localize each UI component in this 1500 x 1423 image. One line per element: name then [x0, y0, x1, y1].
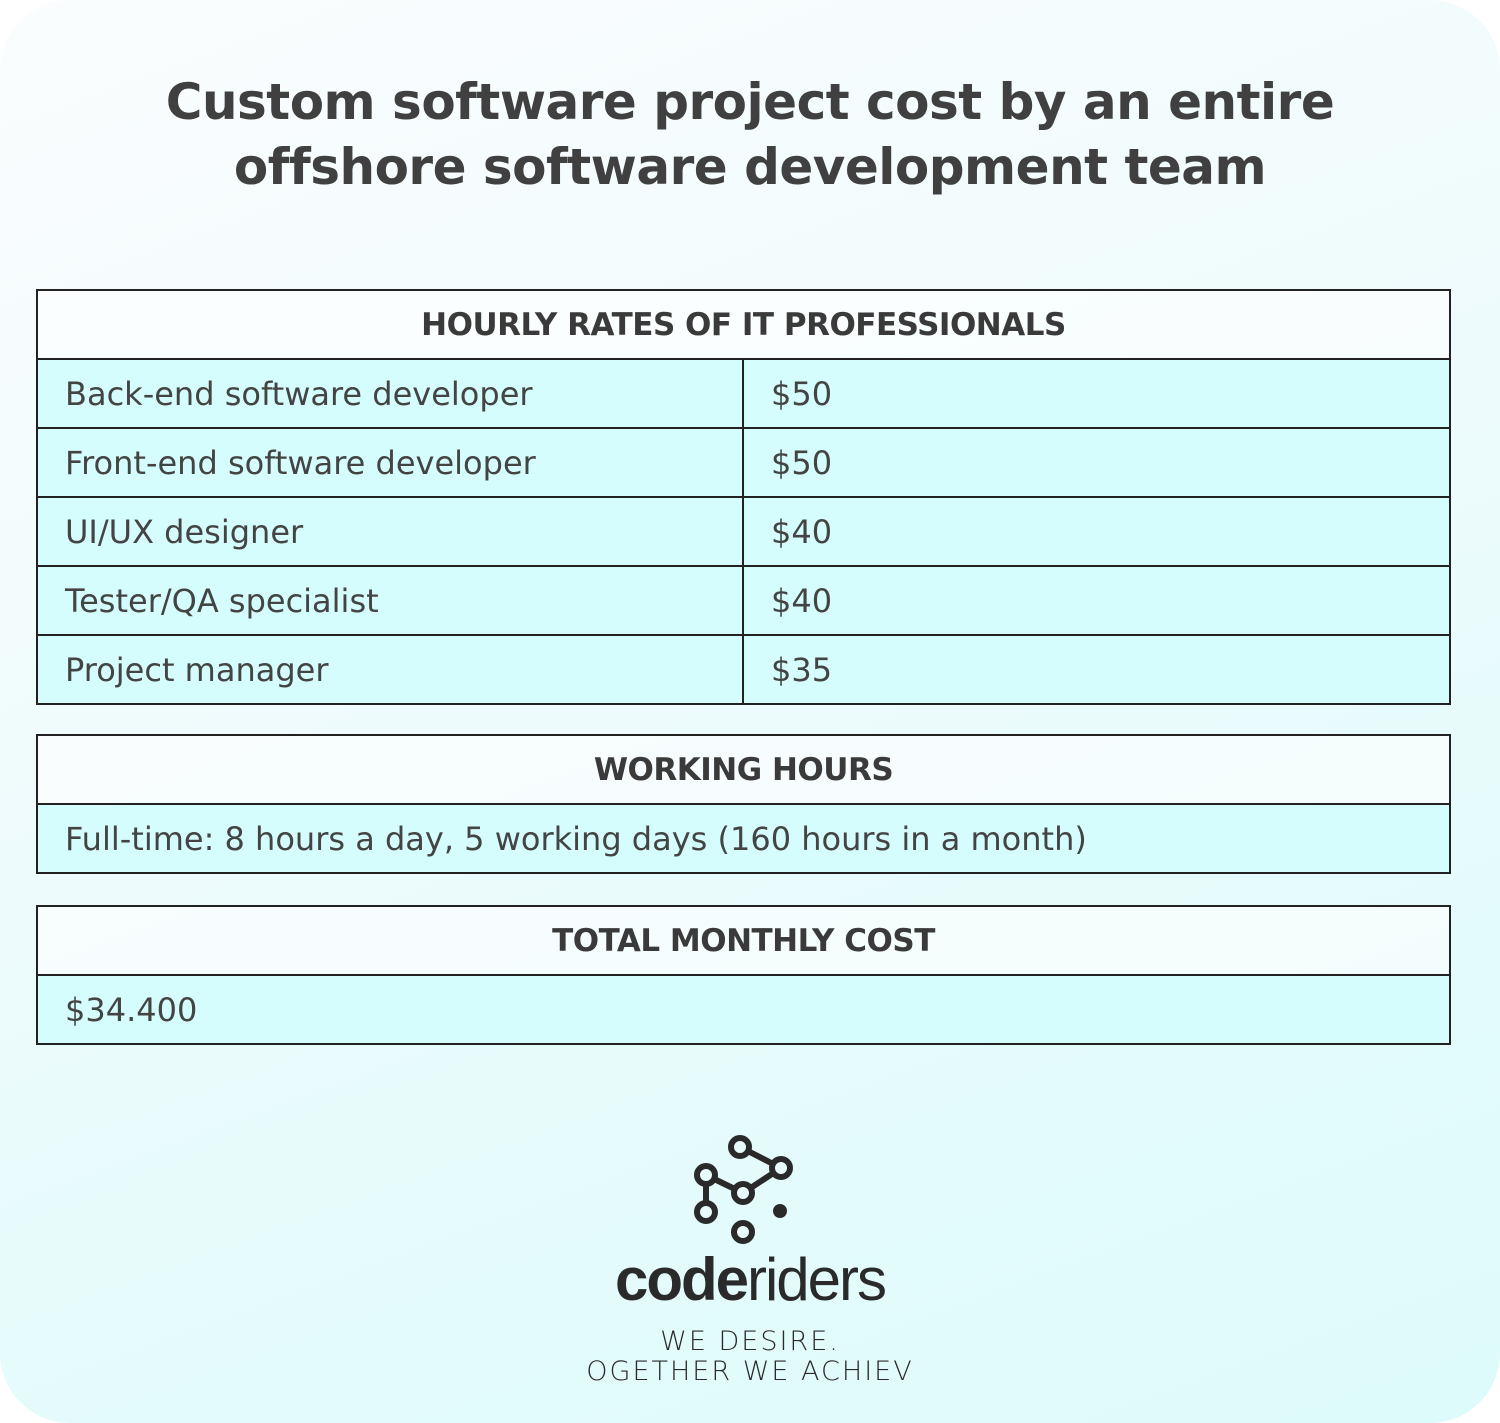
rate-cell: $40	[771, 512, 833, 551]
rate-cell: $50	[771, 374, 833, 413]
logo-icon	[0, 1130, 1500, 1250]
title-line-1: Custom software project cost by an entir…	[165, 73, 1335, 131]
role-cell: Back-end software developer	[38, 360, 744, 427]
table-row: Front-end software developer $50	[38, 429, 1449, 498]
table-row: Back-end software developer $50	[38, 360, 1449, 429]
brand-bold: code	[614, 1246, 749, 1313]
role-cell: Project manager	[38, 636, 744, 703]
table-row: Project manager $35	[38, 636, 1449, 703]
role-cell: Front-end software developer	[38, 429, 744, 496]
working-hours-text: Full-time: 8 hours a day, 5 working days…	[38, 805, 1449, 872]
role-cell: Tester/QA specialist	[38, 567, 744, 634]
tagline-2: OGETHER WE ACHIEV	[586, 1356, 914, 1387]
table-header: TOTAL MONTHLY COST	[38, 907, 1449, 976]
rate-cell: $50	[771, 443, 833, 482]
tagline-1: WE DESIRE.	[660, 1326, 840, 1357]
table-header: HOURLY RATES OF IT PROFESSIONALS	[38, 291, 1449, 360]
hourly-rates-table: HOURLY RATES OF IT PROFESSIONALS Back-en…	[36, 289, 1451, 705]
total-cost-value: $34.400	[38, 976, 1449, 1043]
role-cell: UI/UX designer	[38, 498, 744, 565]
rate-cell: $40	[771, 581, 833, 620]
brand-wordmark: coderiders	[0, 1245, 1500, 1314]
title-line-2: offshore software development team	[233, 138, 1267, 196]
brand-light: riders	[747, 1246, 887, 1313]
table-header: WORKING HOURS	[38, 736, 1449, 805]
total-cost-table: TOTAL MONTHLY COST $34.400	[36, 905, 1451, 1045]
table-row: UI/UX designer $40	[38, 498, 1449, 567]
page-title: Custom software project cost by an entir…	[0, 70, 1500, 200]
working-hours-table: WORKING HOURS Full-time: 8 hours a day, …	[36, 734, 1451, 874]
table-row: Tester/QA specialist $40	[38, 567, 1449, 636]
rate-cell: $35	[771, 650, 833, 689]
